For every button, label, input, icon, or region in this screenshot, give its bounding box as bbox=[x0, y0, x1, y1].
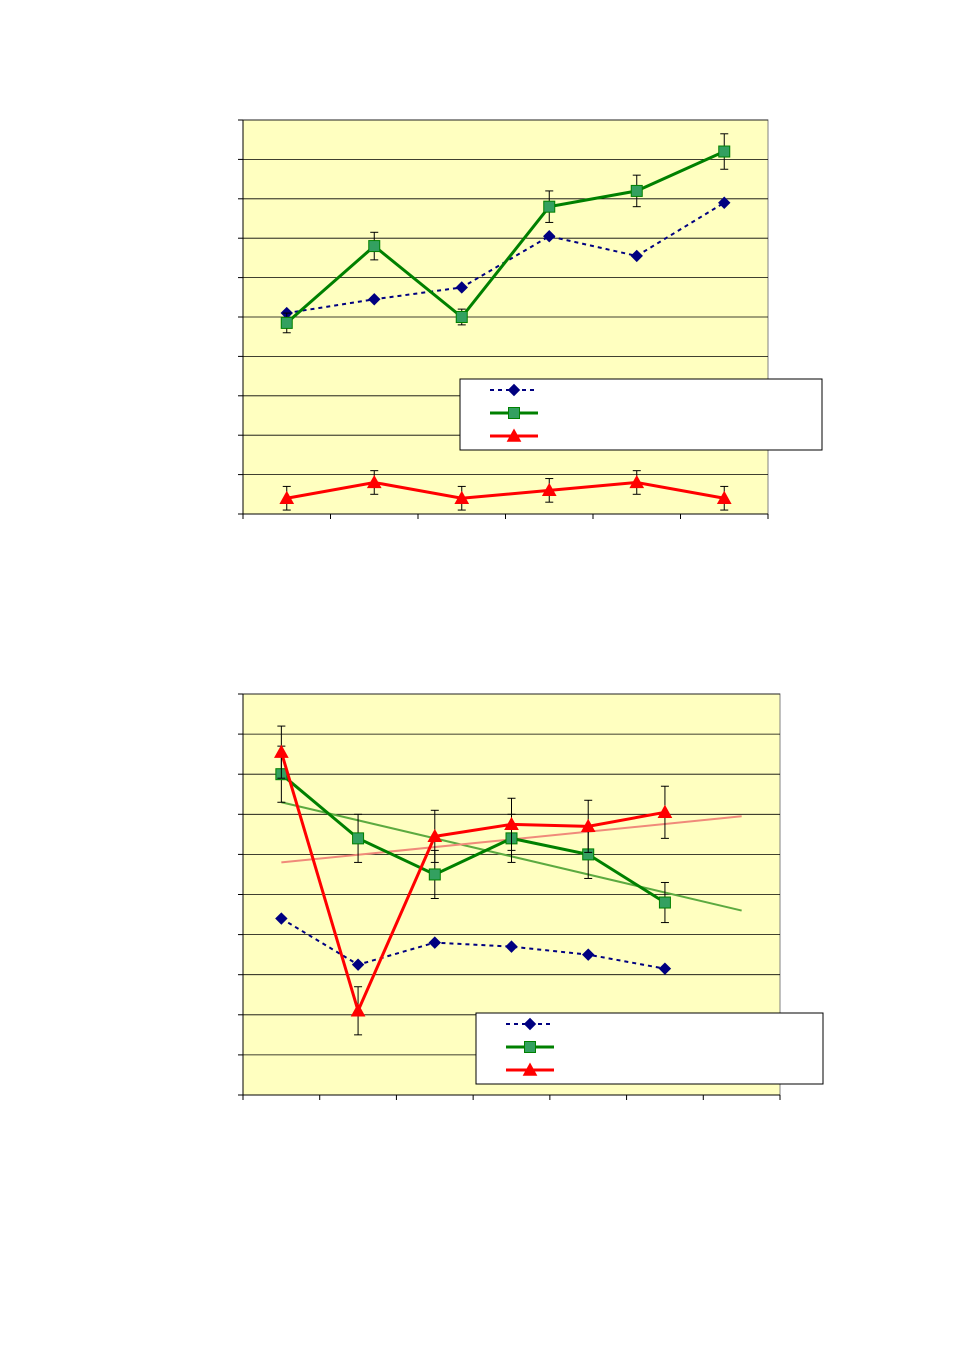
legend-marker-1 bbox=[523, 1017, 537, 1031]
chart-1 bbox=[238, 119, 823, 519]
legend-marker-1 bbox=[507, 383, 521, 397]
series-3-point bbox=[274, 744, 289, 758]
series-1-point bbox=[718, 196, 731, 209]
series-3-point bbox=[504, 816, 519, 831]
series-2-point bbox=[428, 868, 441, 881]
series-3-point bbox=[279, 490, 295, 504]
legend-marker-3 bbox=[506, 428, 522, 442]
series-2-point bbox=[718, 145, 731, 158]
series-3-point bbox=[427, 828, 443, 843]
series-3-point bbox=[366, 474, 382, 489]
legend-marker-2 bbox=[508, 407, 520, 419]
series-3-line bbox=[286, 480, 725, 500]
series-2-line bbox=[280, 773, 666, 904]
series-1-point bbox=[368, 293, 381, 306]
series-2-point bbox=[280, 316, 293, 329]
series-1-line bbox=[280, 917, 666, 970]
legend bbox=[459, 378, 823, 451]
series-3-point bbox=[541, 482, 557, 497]
series-3 bbox=[279, 470, 732, 511]
series-3-point bbox=[350, 1003, 366, 1017]
series-2 bbox=[280, 133, 731, 334]
series-2-point bbox=[543, 200, 556, 213]
series-2-point bbox=[658, 896, 671, 909]
series-3-point bbox=[716, 490, 732, 504]
series-3 bbox=[274, 725, 673, 1036]
chart-2 bbox=[238, 693, 824, 1100]
legend bbox=[475, 1012, 824, 1085]
series-1-point bbox=[351, 958, 365, 971]
series-2-line bbox=[285, 150, 725, 325]
series-1-point bbox=[505, 940, 518, 953]
series-1-point bbox=[275, 912, 288, 925]
series-3-line bbox=[279, 751, 666, 1016]
series-1 bbox=[275, 912, 672, 975]
series-1-point bbox=[428, 936, 441, 949]
series-1-point bbox=[658, 962, 672, 975]
series-3-point bbox=[657, 804, 673, 818]
legend-marker-2 bbox=[524, 1041, 536, 1053]
series-1-point bbox=[543, 230, 556, 243]
legend-marker-3 bbox=[522, 1062, 538, 1076]
series-1-point bbox=[455, 281, 468, 294]
series-1-point bbox=[630, 249, 643, 263]
series-2-point bbox=[368, 240, 381, 253]
series-2-point bbox=[630, 184, 643, 197]
series-3-point bbox=[454, 490, 470, 504]
series-3-point bbox=[580, 818, 596, 833]
series-2-point bbox=[455, 311, 468, 323]
series-2-point bbox=[352, 832, 365, 845]
series-3-point bbox=[629, 474, 645, 489]
series-1-point bbox=[582, 948, 595, 961]
